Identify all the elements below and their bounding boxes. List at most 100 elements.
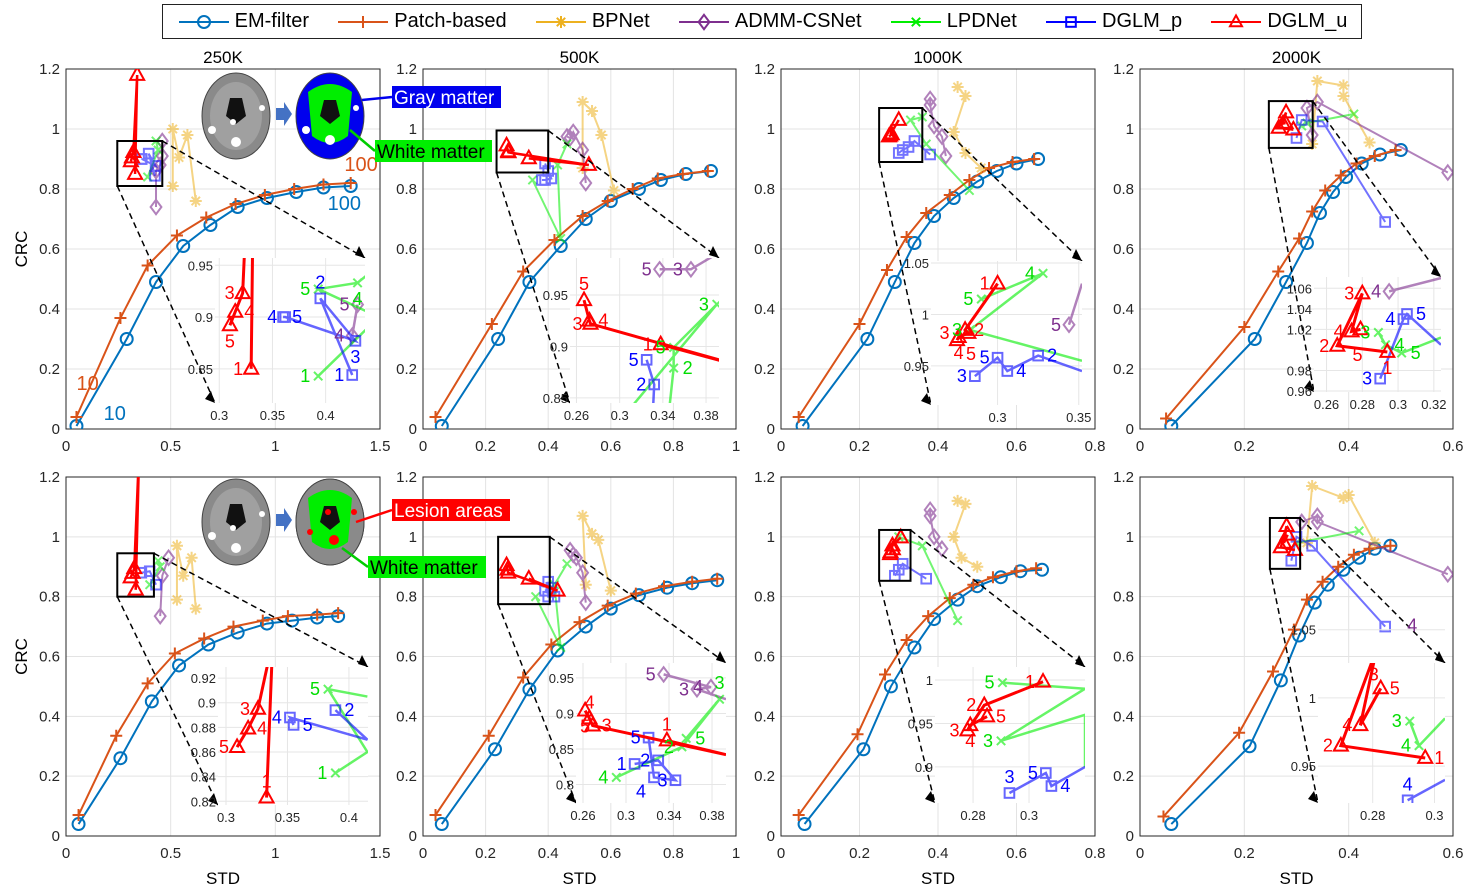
marker-x (153, 145, 164, 155)
data-point-lpd (917, 540, 928, 551)
point-number-label: 5 (980, 348, 990, 368)
marker-asterisk (189, 602, 202, 615)
y-tick-label: 1 (1126, 121, 1134, 138)
x-tick-label: 0.8 (663, 438, 684, 455)
data-point-du (132, 439, 146, 452)
marker-circle (434, 817, 449, 832)
marker-triangle (1276, 113, 1295, 129)
marker-square (902, 141, 915, 153)
marker-plus (72, 809, 85, 822)
x-tick-label: 0.6 (1006, 438, 1027, 455)
marker-asterisk (604, 584, 617, 597)
data-point-admm (1310, 513, 1325, 531)
data-point-du (892, 527, 910, 544)
inset-point-du (651, 334, 670, 351)
marker-x (313, 371, 324, 381)
annotation-box (375, 140, 492, 162)
marker-plus (429, 809, 442, 822)
marker-circle (860, 332, 875, 346)
inset-x-tick-label: 0.28 (960, 808, 985, 823)
point-number-label: 3 (657, 770, 667, 790)
data-point-patch (517, 265, 530, 278)
data-point-patch (880, 264, 893, 276)
data-point-lpd (153, 555, 164, 566)
y-tick-label: 0.6 (1113, 241, 1134, 258)
inset-point-dp (969, 370, 981, 382)
point-number-label: 5 (300, 279, 310, 299)
marker-asterisk (166, 180, 179, 192)
inset-point-du (961, 715, 979, 732)
inset-series-admm (1382, 277, 1441, 301)
data-point-patch (70, 411, 83, 423)
marker-x (905, 115, 916, 125)
data-point-admm (153, 607, 167, 625)
series-line-patch (1165, 149, 1396, 420)
data-point-bp (955, 551, 968, 564)
point-number-label: 5 (631, 728, 641, 748)
marker-plus (517, 265, 530, 278)
data-point-dp (896, 557, 909, 570)
point-number-label: 5 (1390, 678, 1400, 698)
annotation-label: Gray matter (394, 88, 495, 109)
x-tick-label: 0.4 (538, 438, 559, 455)
marker-asterisk (959, 497, 972, 510)
point-number-label: 3 (679, 679, 689, 699)
data-point-dp (902, 141, 915, 153)
data-point-lpd (562, 558, 572, 569)
data-point-bp (579, 578, 592, 591)
data-point-lpd (1354, 525, 1365, 536)
marker-diamond (652, 260, 667, 279)
plot-content (792, 494, 1050, 832)
marker-triangle (1332, 735, 1350, 752)
y-tick-label: 0 (1126, 421, 1134, 438)
point-number-label: 3 (240, 699, 250, 719)
y-tick-label: 0.8 (1113, 181, 1134, 198)
series-line-em (77, 615, 339, 825)
marker-square (1295, 114, 1308, 126)
marker-plus (311, 608, 324, 621)
inset-line-du (235, 667, 274, 798)
marker-x (668, 363, 679, 373)
data-point-bp (170, 539, 183, 552)
point-number-label: 4 (1385, 309, 1395, 329)
x-tick-label: 0 (62, 845, 70, 862)
inset-point-du (233, 283, 252, 300)
point-number-label: 4 (1334, 321, 1344, 341)
legend-label: ADMM-CSNet (734, 10, 862, 32)
data-point-admm (575, 563, 590, 582)
marker-diamond (155, 566, 169, 585)
legend-swatch (178, 14, 229, 29)
marker-plus (1233, 726, 1246, 739)
data-point-em (1164, 817, 1179, 832)
marker-plus (1389, 144, 1402, 156)
legend-swatch (338, 15, 389, 28)
marker-triangle (988, 273, 1007, 290)
y-tick-label: 0.4 (1113, 301, 1134, 318)
marker-plus (545, 638, 558, 651)
series-bp (947, 81, 988, 174)
data-point-dp (1285, 554, 1298, 567)
marker-asterisk (173, 151, 186, 164)
marker-plus (1160, 412, 1173, 425)
marker-asterisk (1337, 90, 1350, 102)
data-point-lpd (527, 175, 538, 185)
data-point-em (907, 236, 922, 250)
marker-square (149, 160, 162, 172)
data-point-bp (959, 497, 972, 510)
data-point-patch (1272, 265, 1285, 278)
marker-circle (1242, 739, 1257, 754)
panel-title: 2000K (1272, 48, 1322, 67)
y-tick-label: 0.2 (396, 361, 417, 378)
data-point-patch (792, 809, 805, 822)
y-tick-label: 0 (767, 828, 775, 845)
inset-x-tick-label: 0.34 (656, 808, 681, 823)
x-tick-label: 0.8 (1085, 845, 1106, 862)
marker-x (917, 540, 928, 551)
inset-series-du (948, 273, 1007, 347)
data-point-patch (1160, 412, 1173, 425)
data-point-patch (168, 647, 181, 660)
y-tick-label: 0.8 (396, 589, 417, 606)
marker-plus (601, 195, 614, 207)
data-point-dp (149, 160, 162, 172)
marker-diamond (161, 548, 176, 567)
